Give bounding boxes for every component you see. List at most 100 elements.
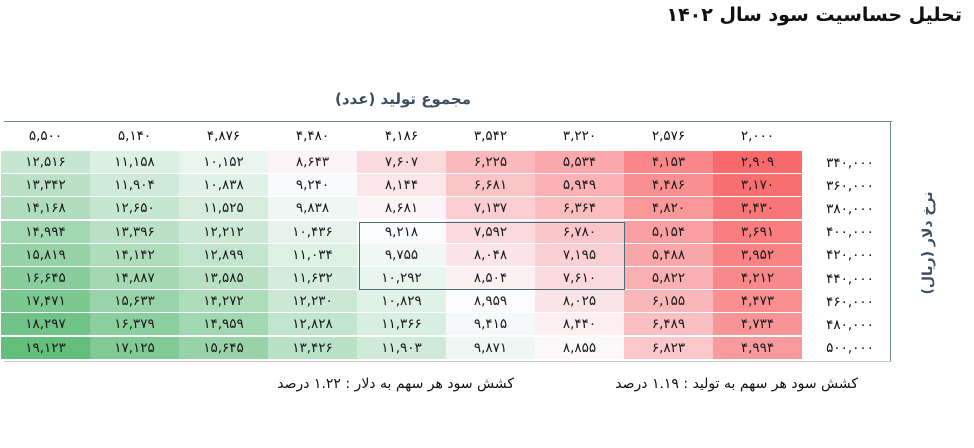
table-cell: ۸,۴۴۰	[535, 313, 624, 336]
table-cell: ۱۱,۶۳۲	[268, 267, 357, 289]
row-header: ۴۴۰,۰۰۰	[826, 270, 874, 287]
column-axis-title: مجموع تولید (عدد)	[334, 90, 472, 108]
table-cell: ۱۱,۹۰۳	[357, 336, 446, 359]
table-cell: ۱۶,۶۴۵	[1, 267, 90, 289]
dollar-elasticity-note: کشش سود هر سهم به دلار : ۱.۲۲ درصد	[277, 376, 514, 392]
table-cell: ۱۲,۸۲۸	[268, 313, 357, 336]
table-cell: ۵,۸۲۲	[624, 267, 713, 289]
table-cell: ۱۰,۲۹۲	[357, 267, 446, 289]
row-header: ۳۸۰,۰۰۰	[826, 200, 874, 217]
column-header: ۵,۵۰۰	[28, 128, 63, 144]
table-cell: ۶,۸۲۳	[624, 336, 713, 359]
table-cell: ۱۱,۰۳۴	[268, 243, 357, 266]
table-cell: ۴,۱۵۳	[624, 151, 713, 173]
table-cell: ۷,۶۱۰	[535, 267, 624, 289]
table-cell: ۱۰,۸۲۹	[357, 290, 446, 313]
column-header: ۳,۲۲۰	[562, 128, 597, 144]
table-cell: ۷,۵۹۲	[446, 220, 535, 243]
table-cell: ۱۰,۸۳۸	[179, 174, 268, 197]
table-cell: ۱۱,۵۲۵	[179, 197, 268, 220]
production-elasticity-note: کشش سود هر سهم به تولید : ۱.۱۹ درصد	[615, 376, 858, 392]
table-cell: ۱۴,۸۸۷	[90, 267, 179, 289]
table-cell: ۱۴,۲۷۲	[179, 290, 268, 313]
table-frame-right	[890, 121, 891, 362]
table-cell: ۱۷,۱۲۵	[90, 336, 179, 359]
table-cell: ۳,۱۷۰	[713, 174, 802, 197]
column-header: ۲,۰۰۰	[740, 128, 775, 144]
column-header: ۳,۵۴۲	[473, 128, 508, 144]
table-cell: ۱۴,۹۵۹	[179, 313, 268, 336]
table-cell: ۶,۱۵۵	[624, 290, 713, 313]
row-header: ۳۴۰,۰۰۰	[826, 154, 874, 171]
table-cell: ۶,۳۶۴	[535, 197, 624, 220]
row-header: ۴۶۰,۰۰۰	[826, 293, 874, 310]
table-cell: ۶,۶۸۱	[446, 174, 535, 197]
table-cell: ۱۳,۴۲۶	[268, 336, 357, 359]
row-header: ۳۶۰,۰۰۰	[826, 177, 874, 194]
table-cell: ۱۲,۵۱۶	[1, 151, 90, 173]
table-cell: ۳,۴۳۰	[713, 197, 802, 220]
table-cell: ۴,۸۲۰	[624, 197, 713, 220]
table-cell: ۹,۸۳۸	[268, 197, 357, 220]
table-cell: ۱۵,۶۴۵	[179, 336, 268, 359]
table-cell: ۱۰,۴۳۶	[268, 220, 357, 243]
highlight-box	[359, 222, 625, 290]
table-cell: ۹,۸۷۱	[446, 336, 535, 359]
table-cell: ۶,۴۸۹	[624, 313, 713, 336]
table-cell: ۱۱,۳۶۶	[357, 313, 446, 336]
table-cell: ۵,۵۳۴	[535, 151, 624, 173]
table-cell: ۸,۹۵۹	[446, 290, 535, 313]
row-header: ۴۲۰,۰۰۰	[826, 247, 874, 264]
table-cell: ۱۶,۳۷۹	[90, 313, 179, 336]
row-header: ۵۰۰,۰۰۰	[826, 340, 874, 357]
table-cell: ۱۳,۳۹۶	[90, 220, 179, 243]
table-frame-top	[4, 121, 892, 122]
table-cell: ۱۳,۳۴۲	[1, 174, 90, 197]
table-cell: ۹,۷۵۵	[357, 243, 446, 266]
column-header: ۴,۸۷۶	[206, 128, 241, 144]
table-cell: ۱۱,۱۵۸	[90, 151, 179, 173]
column-header: ۵,۱۴۰	[117, 128, 152, 144]
table-cell: ۸,۰۴۸	[446, 243, 535, 266]
table-cell: ۱۵,۸۱۹	[1, 243, 90, 266]
table-cell: ۶,۲۲۵	[446, 151, 535, 173]
table-cell: ۲,۹۰۹	[713, 151, 802, 173]
table-cell: ۹,۴۱۵	[446, 313, 535, 336]
table-cell: ۷,۱۹۵	[535, 243, 624, 266]
table-cell: ۷,۶۰۷	[357, 151, 446, 173]
column-header: ۲,۵۷۶	[651, 128, 686, 144]
table-cell: ۴,۴۸۶	[624, 174, 713, 197]
row-header: ۴۸۰,۰۰۰	[826, 316, 874, 333]
table-cell: ۴,۹۹۴	[713, 336, 802, 359]
table-cell: ۸,۵۰۴	[446, 267, 535, 289]
table-cell: ۱۴,۱۶۸	[1, 197, 90, 220]
table-cell: ۴,۲۱۲	[713, 267, 802, 289]
table-cell: ۵,۱۵۴	[624, 220, 713, 243]
table-cell: ۳,۹۵۲	[713, 243, 802, 266]
table-cell: ۳,۶۹۱	[713, 220, 802, 243]
table-cell: ۶,۷۸۰	[535, 220, 624, 243]
table-cell: ۵,۴۸۸	[624, 243, 713, 266]
table-cell: ۱۸,۲۹۷	[1, 313, 90, 336]
table-cell: ۱۹,۱۲۳	[1, 336, 90, 359]
table-cell: ۹,۲۱۸	[357, 220, 446, 243]
table-cell: ۸,۸۵۵	[535, 336, 624, 359]
row-header: ۴۰۰,۰۰۰	[826, 224, 874, 241]
column-header: ۴,۴۸۰	[295, 128, 330, 144]
page-title: تحلیل حساسیت سود سال ۱۴۰۲	[666, 4, 962, 26]
table-cell: ۱۴,۱۴۲	[90, 243, 179, 266]
table-cell: ۸,۶۴۳	[268, 151, 357, 173]
table-cell: ۸,۰۲۵	[535, 290, 624, 313]
table-cell: ۱۰,۱۵۲	[179, 151, 268, 173]
table-cell: ۹,۲۴۰	[268, 174, 357, 197]
table-cell: ۱۴,۹۹۴	[1, 220, 90, 243]
table-cell: ۴,۴۷۳	[713, 290, 802, 313]
table-cell: ۷,۱۳۷	[446, 197, 535, 220]
table-cell: ۴,۷۳۴	[713, 313, 802, 336]
table-cell: ۸,۱۴۴	[357, 174, 446, 197]
table-cell: ۱۵,۶۳۳	[90, 290, 179, 313]
table-cell: ۸,۶۸۱	[357, 197, 446, 220]
table-cell: ۱۲,۲۳۰	[268, 290, 357, 313]
table-cell: ۱۳,۵۸۵	[179, 267, 268, 289]
table-cell: ۱۱,۹۰۴	[90, 174, 179, 197]
